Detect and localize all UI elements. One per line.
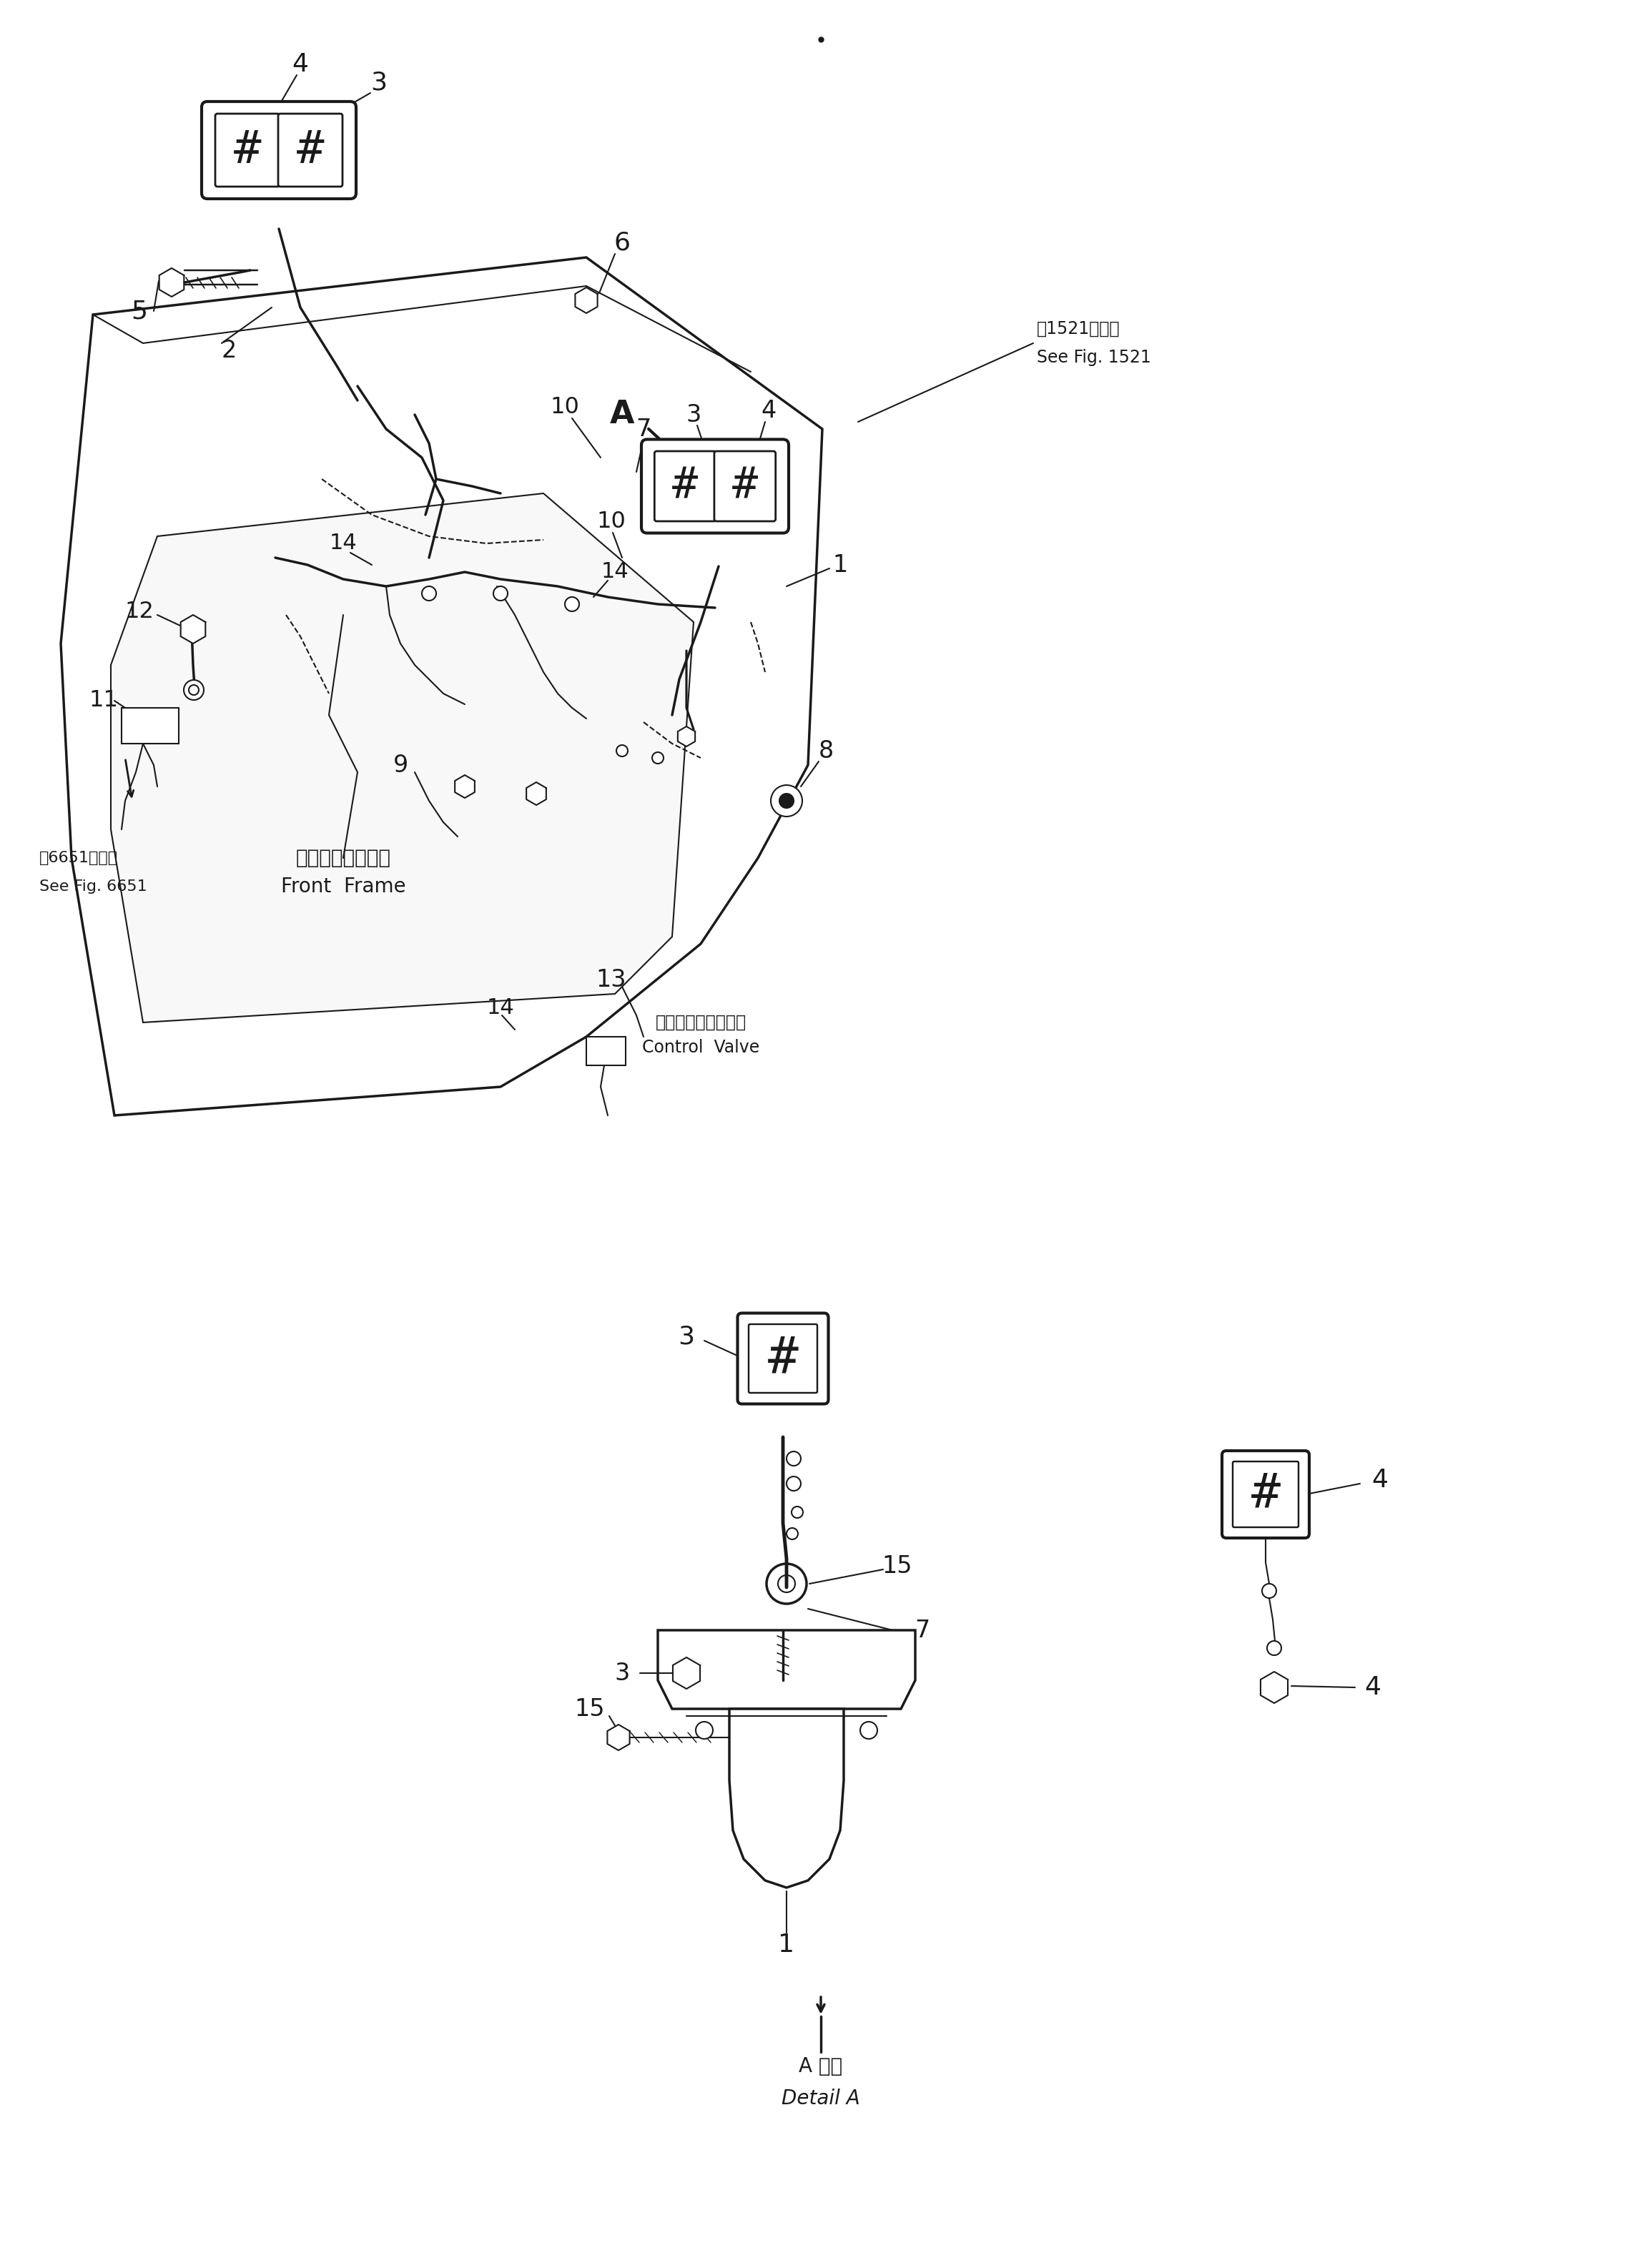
FancyBboxPatch shape xyxy=(215,113,279,186)
Text: 4: 4 xyxy=(292,52,309,77)
Text: 4: 4 xyxy=(1372,1467,1388,1492)
Circle shape xyxy=(494,587,507,601)
Text: 3: 3 xyxy=(371,70,387,95)
Text: 7: 7 xyxy=(637,417,651,440)
Circle shape xyxy=(696,1721,712,1740)
Circle shape xyxy=(791,1506,802,1517)
Polygon shape xyxy=(673,1658,701,1690)
Text: 4: 4 xyxy=(1365,1676,1382,1699)
Text: 11: 11 xyxy=(89,689,118,712)
Text: 9: 9 xyxy=(392,753,409,778)
FancyBboxPatch shape xyxy=(748,1325,817,1393)
Text: 15: 15 xyxy=(883,1554,912,1579)
Circle shape xyxy=(786,1452,801,1465)
FancyBboxPatch shape xyxy=(714,451,776,522)
Circle shape xyxy=(1267,1642,1282,1656)
Text: A 詳細: A 詳細 xyxy=(799,2057,843,2077)
Text: 3: 3 xyxy=(678,1325,694,1349)
Text: フロントフレーム: フロントフレーム xyxy=(295,848,391,869)
Circle shape xyxy=(771,785,802,816)
Polygon shape xyxy=(455,776,474,798)
Text: 12: 12 xyxy=(125,601,154,621)
Text: #: # xyxy=(1250,1470,1280,1517)
FancyBboxPatch shape xyxy=(202,102,356,200)
Text: Control  Valve: Control Valve xyxy=(642,1039,760,1057)
FancyBboxPatch shape xyxy=(1232,1461,1298,1526)
Circle shape xyxy=(422,587,437,601)
Text: 7: 7 xyxy=(914,1619,930,1642)
Text: ㅖ1521図参照: ㅖ1521図参照 xyxy=(1037,320,1121,338)
Circle shape xyxy=(778,1576,796,1592)
Bar xyxy=(121,708,179,744)
Polygon shape xyxy=(159,268,184,297)
Text: 2: 2 xyxy=(222,338,236,363)
Text: 3: 3 xyxy=(614,1662,630,1685)
Circle shape xyxy=(617,744,629,758)
Polygon shape xyxy=(1260,1672,1288,1703)
Text: #: # xyxy=(233,127,261,172)
Text: #: # xyxy=(732,465,758,508)
Bar xyxy=(586,1036,625,1066)
Polygon shape xyxy=(678,726,696,746)
Polygon shape xyxy=(729,1708,843,1887)
Polygon shape xyxy=(658,1631,916,1708)
Polygon shape xyxy=(61,256,822,1116)
FancyBboxPatch shape xyxy=(642,440,789,533)
Text: 14: 14 xyxy=(601,562,629,583)
Text: 4: 4 xyxy=(761,399,776,422)
Circle shape xyxy=(184,680,203,701)
Text: コントロールバルブ: コントロールバルブ xyxy=(655,1014,747,1032)
Polygon shape xyxy=(181,615,205,644)
Text: 8: 8 xyxy=(819,739,834,762)
Circle shape xyxy=(766,1563,807,1603)
Text: 5: 5 xyxy=(131,299,148,322)
Text: 10: 10 xyxy=(597,510,625,533)
Text: 1: 1 xyxy=(778,1932,794,1957)
Text: #: # xyxy=(297,127,323,172)
Circle shape xyxy=(1262,1583,1277,1599)
Text: #: # xyxy=(673,465,697,508)
Polygon shape xyxy=(527,782,546,805)
Text: 6: 6 xyxy=(614,231,630,256)
FancyBboxPatch shape xyxy=(737,1313,829,1404)
Text: Front  Frame: Front Frame xyxy=(281,878,405,896)
Circle shape xyxy=(786,1476,801,1490)
Text: Detail A: Detail A xyxy=(781,2089,860,2109)
Circle shape xyxy=(860,1721,878,1740)
Text: 1: 1 xyxy=(832,553,848,576)
Text: 14: 14 xyxy=(487,998,514,1018)
Circle shape xyxy=(786,1529,798,1540)
Text: ㅖ6651図参照: ㅖ6651図参照 xyxy=(39,850,118,864)
Circle shape xyxy=(779,794,794,807)
Text: A: A xyxy=(610,399,635,431)
FancyBboxPatch shape xyxy=(655,451,715,522)
Circle shape xyxy=(651,753,663,764)
Polygon shape xyxy=(576,288,597,313)
Text: 3: 3 xyxy=(686,404,701,426)
Text: See Fig. 1521: See Fig. 1521 xyxy=(1037,349,1150,365)
Text: 10: 10 xyxy=(550,397,579,420)
Text: 13: 13 xyxy=(596,968,627,991)
Text: 15: 15 xyxy=(574,1696,606,1721)
FancyBboxPatch shape xyxy=(1223,1452,1310,1538)
Polygon shape xyxy=(607,1724,630,1751)
Text: #: # xyxy=(768,1334,798,1383)
Text: See Fig. 6651: See Fig. 6651 xyxy=(39,880,148,894)
FancyBboxPatch shape xyxy=(277,113,343,186)
Circle shape xyxy=(189,685,199,694)
Polygon shape xyxy=(112,494,694,1023)
Circle shape xyxy=(565,596,579,612)
Text: 14: 14 xyxy=(330,533,358,553)
